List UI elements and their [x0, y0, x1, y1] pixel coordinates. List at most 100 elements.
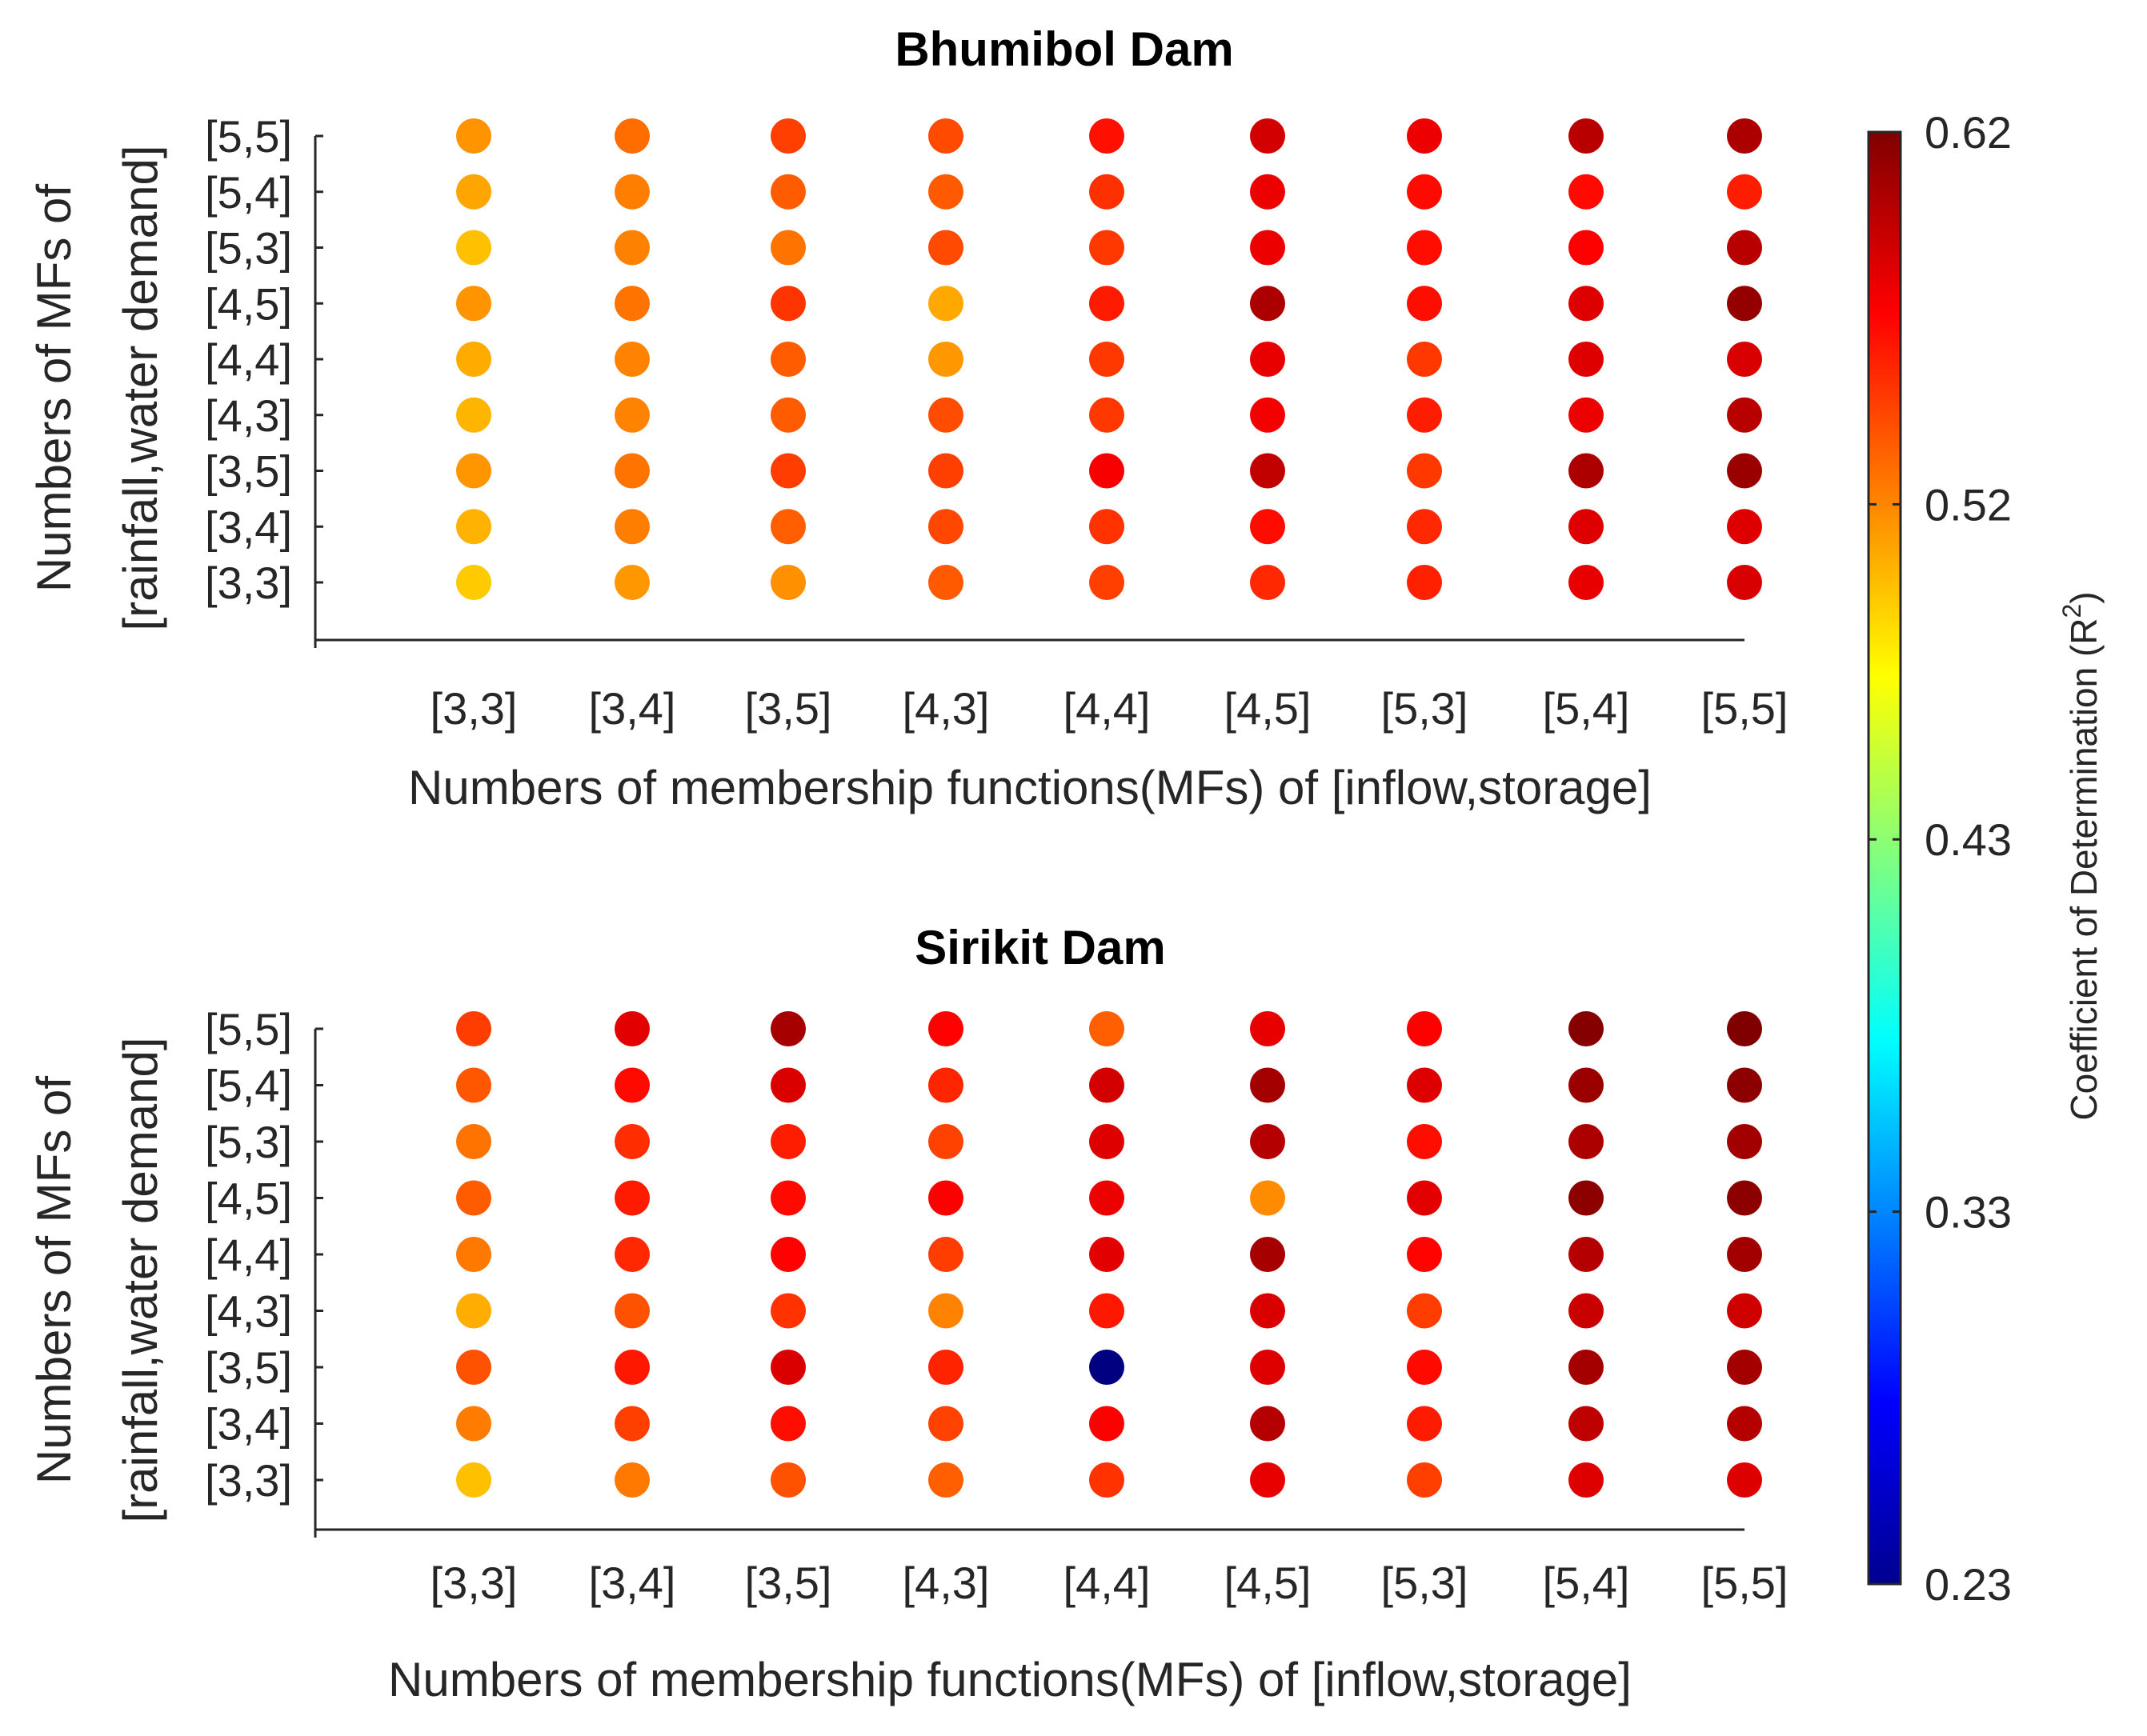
x-axis-label: Numbers of membership functions(MFs) of … [388, 1653, 1632, 1706]
data-point: [5,3] / [5,3]: 0.566 [1407, 230, 1442, 266]
data-point: [3,3] / [5,4]: 0.538 [456, 1067, 491, 1103]
data-point: [3,5] / [4,3]: 0.536 [771, 397, 806, 433]
data-point: [4,3] / [5,3]: 0.543 [928, 230, 963, 266]
data-point: [5,4] / [4,3]: 0.578 [1568, 397, 1604, 433]
data-point: [3,4] / [3,4]: 0.547 [615, 1406, 650, 1442]
y-tick-label: [3,5] [205, 1342, 292, 1393]
data-point: [3,5] / [5,5]: 0.605 [771, 1011, 806, 1046]
y-tick-label: [4,5] [205, 1174, 292, 1224]
data-point: [4,3] / [3,5]: 0.558 [928, 1350, 963, 1385]
y-tick-label: [5,5] [205, 1004, 292, 1054]
y-tick-label: [3,4] [205, 1399, 292, 1450]
data-point: [5,5] / [4,5]: 0.615 [1727, 1180, 1762, 1216]
data-point: [5,4] / [4,4]: 0.584 [1568, 342, 1604, 377]
data-point: [3,3] / [4,5]: 0.515 [456, 286, 491, 322]
data-point: [3,4] / [5,3]: 0.554 [615, 1124, 650, 1159]
colorbar-tick-label: 0.23 [1925, 1559, 2012, 1610]
data-point: [3,4] / [4,4]: 0.521 [615, 342, 650, 377]
data-point: [4,5] / [5,3]: 0.578 [1250, 230, 1285, 266]
data-point: [5,5] / [4,5]: 0.612 [1727, 286, 1762, 322]
colorbar-label: Coefficient of Determination (R2) [2057, 591, 2105, 1120]
data-point: [5,4] / [3,4]: 0.596 [1568, 1406, 1604, 1442]
data-point: [3,5] / [3,3]: 0.516 [771, 565, 806, 600]
data-point: [5,5] / [5,5]: 0.62 [1727, 1011, 1762, 1046]
data-point: [5,5] / [4,3]: 0.598 [1727, 397, 1762, 433]
data-point: [5,3] / [5,4]: 0.568 [1407, 174, 1442, 210]
data-point: [4,5] / [5,4]: 0.606 [1250, 1067, 1285, 1103]
data-point: [3,3] / [3,3]: 0.498 [456, 1462, 491, 1498]
panel-sirikit: Sirikit Dam [5,5] [5,4] [5,3] [4,5] [4,4] [4,… [27, 921, 1788, 1706]
x-tick-label: [3,4] [589, 1558, 676, 1608]
data-point: [3,5] / [3,5]: 0.585 [771, 1350, 806, 1385]
data-point: [3,4] / [5,5]: 0.53 [615, 118, 650, 154]
data-point: [5,4] / [3,5]: 0.606 [1568, 1350, 1604, 1385]
x-tick-label: [5,5] [1701, 683, 1788, 734]
data-point: [4,3] / [4,4]: 0.548 [928, 1237, 963, 1272]
data-point: [3,4] / [5,4]: 0.523 [615, 174, 650, 210]
axes-frame [314, 1027, 1744, 1538]
data-point: [4,3] / [5,4]: 0.557 [928, 1067, 963, 1103]
data-point: [3,5] / [4,5]: 0.551 [771, 286, 806, 322]
data-point: [5,3] / [4,5]: 0.582 [1407, 1180, 1442, 1216]
data-point: [5,3] / [3,3]: 0.547 [1407, 1462, 1442, 1498]
data-point: [3,4] / [3,3]: 0.513 [615, 565, 650, 600]
colorbar-label-end: ) [2063, 591, 2105, 603]
data-point: [4,4] / [4,4]: 0.55 [1089, 342, 1124, 377]
data-point: [3,3] / [5,5]: 0.515 [456, 118, 491, 154]
data-point: [4,5] / [3,3]: 0.556 [1250, 565, 1285, 600]
data-point: [5,5] / [4,4]: 0.586 [1727, 342, 1762, 377]
data-point: [4,4] / [5,3]: 0.55 [1089, 230, 1124, 266]
data-point: [5,5] / [4,3]: 0.59 [1727, 1293, 1762, 1329]
panel-title: Bhumibol Dam [895, 22, 1233, 76]
data-point: [5,4] / [3,4]: 0.584 [1568, 509, 1604, 545]
data-point: [3,3] / [3,4]: 0.524 [456, 1406, 491, 1442]
data-point: [4,5] / [5,5]: 0.58 [1250, 1011, 1285, 1046]
x-tick-label: [4,4] [1063, 1558, 1151, 1608]
data-point: [5,5] / [5,4]: 0.615 [1727, 1067, 1762, 1103]
data-point: [4,5] / [5,3]: 0.6 [1250, 1124, 1285, 1159]
data-point: [5,3] / [3,5]: 0.55 [1407, 453, 1442, 489]
data-point: [5,4] / [5,4]: 0.568 [1568, 174, 1604, 210]
x-tick-label: [4,5] [1224, 1558, 1312, 1608]
colorbar-ticks: 0.23 0.33 0.43 0.52 0.62 [1869, 107, 2012, 1610]
data-point: [5,4] / [3,3]: 0.584 [1568, 1462, 1604, 1498]
axes-frame [314, 134, 1744, 648]
data-point: [4,3] / [3,4]: 0.546 [928, 1406, 963, 1442]
data-point: [3,3] / [3,4]: 0.503 [456, 509, 491, 545]
data-point: [5,3] / [4,3]: 0.56 [1407, 397, 1442, 433]
y-axis-label-line1: Numbers of MFs of [27, 1076, 81, 1484]
data-point: [4,5] / [4,3]: 0.575 [1250, 397, 1285, 433]
data-point: [4,4] / [5,3]: 0.584 [1089, 1124, 1124, 1159]
data-point: [4,5] / [5,4]: 0.578 [1250, 174, 1285, 210]
colorbar-tick-label: 0.33 [1925, 1187, 2012, 1238]
data-point: [4,5] / [4,5]: 0.518 [1250, 1180, 1285, 1216]
data-point: [5,4] / [3,3]: 0.58 [1568, 565, 1604, 600]
x-tick-label: [4,4] [1063, 683, 1151, 734]
data-point: [3,4] / [4,5]: 0.527 [615, 286, 650, 322]
data-point: [4,5] / [4,4]: 0.58 [1250, 342, 1285, 377]
data-point: [3,4] / [4,3]: 0.54 [615, 1293, 650, 1329]
data-point: [5,4] / [4,3]: 0.592 [1568, 1293, 1604, 1329]
data-point: [3,4] / [3,4]: 0.523 [615, 509, 650, 545]
data-point: [4,4] / [3,4]: 0.572 [1089, 1406, 1124, 1442]
data-point: [4,4] / [3,3]: 0.547 [1089, 565, 1124, 600]
data-point: [5,4] / [5,4]: 0.61 [1568, 1067, 1604, 1103]
colorbar-gradient [1867, 130, 1902, 1586]
data-point: [3,3] / [3,5]: 0.54 [456, 1350, 491, 1385]
data-point: [3,3] / [4,3]: 0.505 [456, 1293, 491, 1329]
x-tick-label: [3,4] [589, 683, 676, 734]
y-tick-label: [4,3] [205, 1286, 292, 1337]
data-point: [5,4] / [3,5]: 0.603 [1568, 453, 1604, 489]
data-point: [3,4] / [5,3]: 0.522 [615, 230, 650, 266]
data-point: [4,3] / [4,5]: 0.572 [928, 1180, 963, 1216]
data-point: [5,5] / [3,4]: 0.6 [1727, 1406, 1762, 1442]
data-point: [5,5] / [5,3]: 0.607 [1727, 1124, 1762, 1159]
x-tick-label: [3,3] [431, 1558, 518, 1608]
data-point: [4,3] / [4,5]: 0.507 [928, 286, 963, 322]
y-axis-label-line2: [rainfall,water demand] [114, 1038, 167, 1523]
data-point: [5,5] / [3,5]: 0.606 [1727, 1350, 1762, 1385]
y-tick-label: [4,4] [205, 334, 292, 385]
data-point: [5,3] / [3,4]: 0.556 [1407, 509, 1442, 545]
data-point: [4,3] / [5,3]: 0.546 [928, 1124, 963, 1159]
